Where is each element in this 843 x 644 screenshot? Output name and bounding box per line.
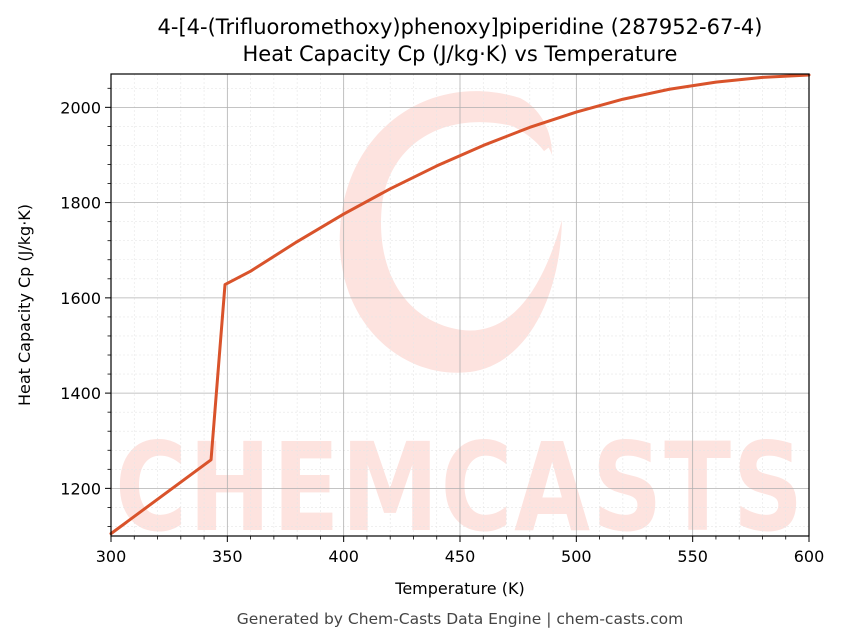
y-tick-label: 1400 — [60, 384, 101, 403]
footer-credit: Generated by Chem-Casts Data Engine | ch… — [237, 610, 683, 628]
x-axis-label: Temperature (K) — [394, 579, 524, 598]
watermark-logo-icon — [339, 91, 562, 373]
series-line-heat-capacity — [109, 73, 811, 536]
y-tick-label: 1800 — [60, 194, 101, 213]
x-tick-label: 300 — [96, 547, 127, 566]
y-tick-label: 2000 — [60, 98, 101, 117]
y-tick-label: 1200 — [60, 479, 101, 498]
x-tick-label: 600 — [794, 547, 825, 566]
x-tick-label: 450 — [445, 547, 476, 566]
x-tick-label: 350 — [212, 547, 243, 566]
series-layer — [109, 73, 811, 536]
ticks-layer: 300 350 400 450 500 550 600 1200 1400 1600 1800 200… — [60, 87, 825, 566]
x-tick-label: 550 — [677, 547, 708, 566]
chart-title: 4-[4-(Trifluoromethoxy)phenoxy]piperidin… — [158, 15, 763, 39]
x-tick-label: 400 — [328, 547, 359, 566]
chart-subtitle: Heat Capacity Cp (J/kg·K) vs Temperature — [243, 42, 678, 66]
y-axis-label: Heat Capacity Cp (J/kg·K) — [15, 204, 34, 406]
x-tick-label: 500 — [561, 547, 592, 566]
y-tick-label: 1600 — [60, 289, 101, 308]
